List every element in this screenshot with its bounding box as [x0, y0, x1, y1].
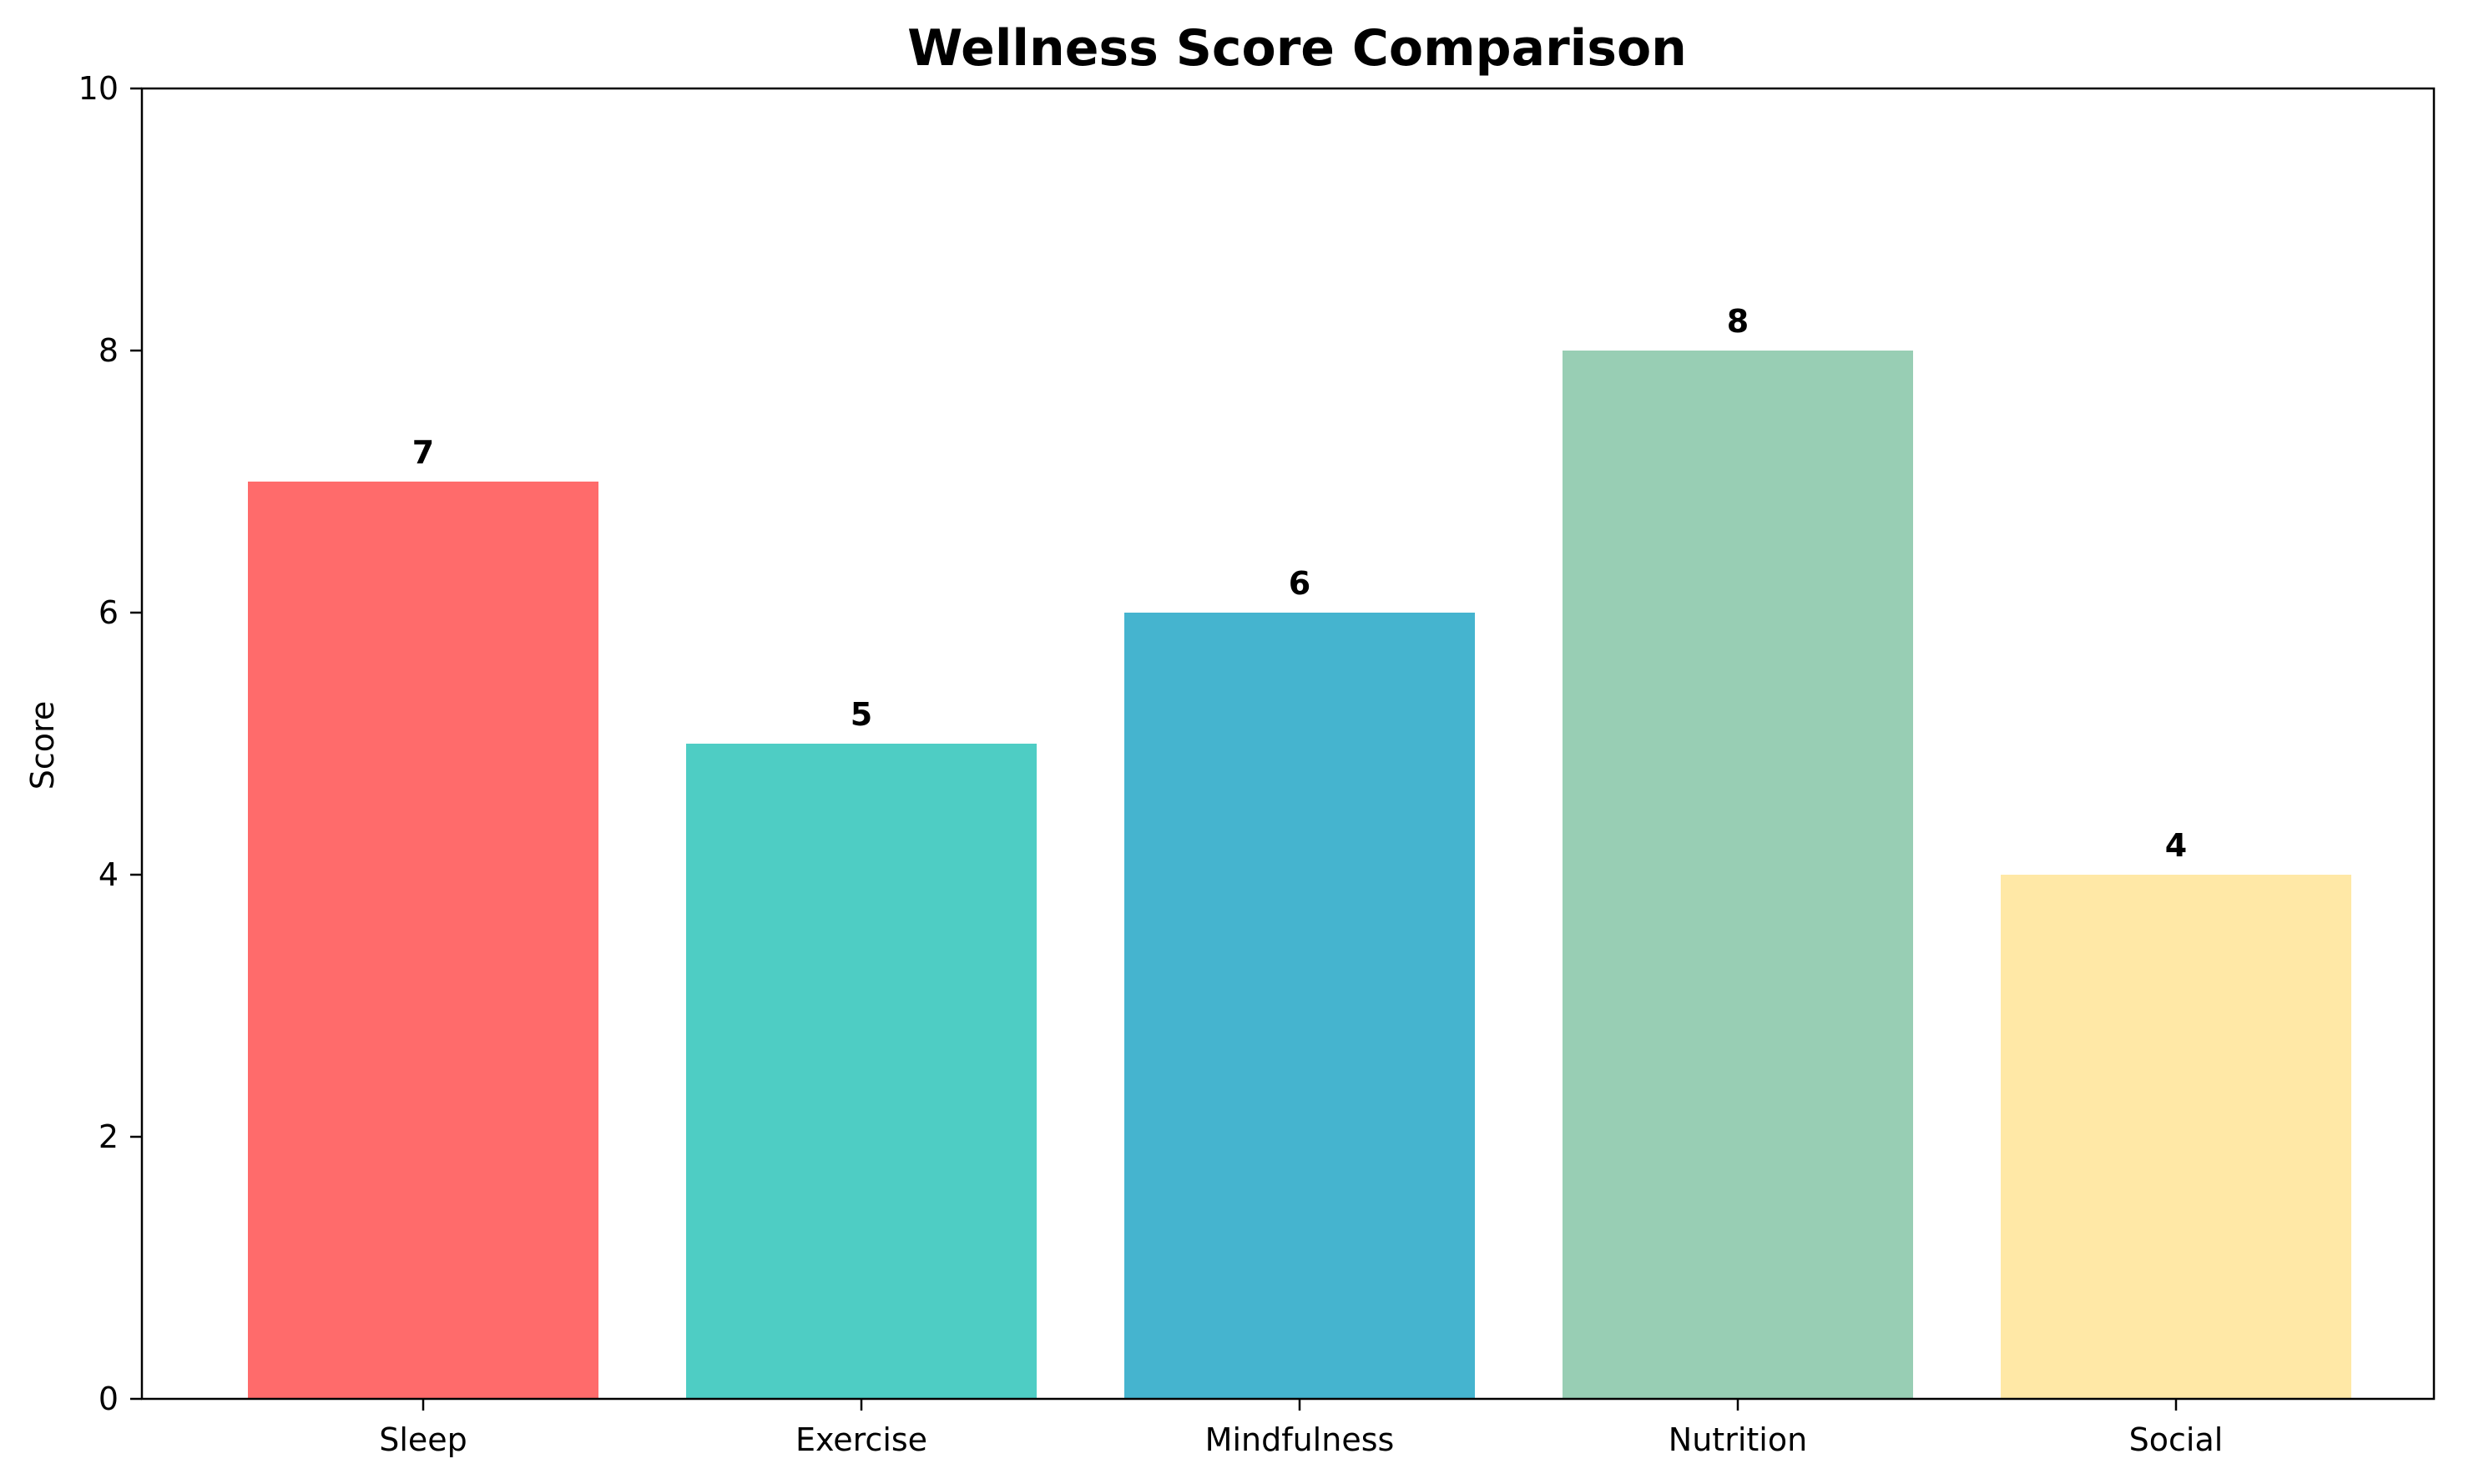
bar-nutrition — [1563, 351, 1913, 1399]
data-label-mindfulness: 6 — [1289, 565, 1310, 602]
bar-sleep — [248, 482, 598, 1399]
data-labels-group: 7 5 6 8 4 — [412, 303, 2187, 864]
x-tick-label-exercise: Exercise — [795, 1421, 927, 1458]
y-tick-label-2: 2 — [98, 1118, 119, 1155]
x-tick-label-sleep: Sleep — [379, 1421, 467, 1458]
bar-exercise — [686, 744, 1037, 1399]
data-label-exercise: 5 — [851, 696, 872, 733]
y-axis: 0 2 4 6 8 10 — [78, 70, 142, 1417]
x-tick-label-social: Social — [2129, 1421, 2224, 1458]
y-tick-label-4: 4 — [98, 856, 119, 893]
y-tick-label-10: 10 — [78, 70, 119, 107]
bar-social — [2001, 875, 2351, 1399]
bar-mindfulness — [1124, 613, 1475, 1399]
x-tick-label-nutrition: Nutrition — [1669, 1421, 1807, 1458]
data-label-social: 4 — [2165, 827, 2187, 864]
y-axis-label: Score — [24, 701, 61, 790]
y-tick-label-0: 0 — [98, 1381, 119, 1417]
y-tick-label-8: 8 — [98, 332, 119, 369]
x-tick-label-mindfulness: Mindfulness — [1205, 1421, 1395, 1458]
data-label-nutrition: 8 — [1727, 303, 1749, 340]
data-label-sleep: 7 — [412, 434, 434, 471]
x-axis: Sleep Exercise Mindfulness Nutrition Social — [379, 1399, 2223, 1458]
y-tick-label-6: 6 — [98, 594, 119, 631]
plot-frame — [140, 87, 2436, 1401]
bars-group — [248, 351, 2351, 1399]
chart-title: Wellness Score Comparison — [907, 19, 1687, 78]
